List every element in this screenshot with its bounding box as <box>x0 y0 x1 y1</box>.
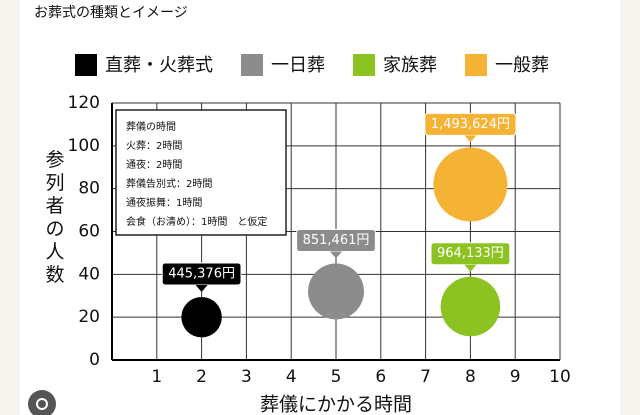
annotation-line: 通夜：2時間 <box>126 158 182 171</box>
y-tick-label: 40 <box>78 264 100 284</box>
x-tick-label: 8 <box>465 367 476 387</box>
y-tick-label: 120 <box>68 93 100 113</box>
callout <box>424 112 517 143</box>
legend-swatch <box>75 54 97 76</box>
callout-pointer <box>464 264 477 272</box>
annotation-box <box>115 109 287 236</box>
legend-swatch <box>353 54 375 76</box>
x-tick-label: 7 <box>420 367 431 387</box>
y-tick-label: 60 <box>78 222 100 242</box>
callout <box>430 242 511 272</box>
legend-label: 一般葬 <box>495 55 549 76</box>
legend-label: 家族葬 <box>383 55 437 76</box>
legend-label: 一日葬 <box>271 55 325 76</box>
bubble <box>433 147 508 222</box>
y-tick-label: 20 <box>78 307 100 327</box>
data-label: 964,133円 <box>437 246 504 261</box>
annotation-line: 通夜振舞：1時間 <box>126 196 202 209</box>
annotation-line: 火葬：2時間 <box>126 140 182 152</box>
x-tick-label: 10 <box>549 367 571 387</box>
callout <box>161 262 242 292</box>
data-label: 851,461円 <box>303 233 370 248</box>
lens-icon-glass <box>36 398 48 410</box>
annotation-line: 葬儀告別式：2時間 <box>126 177 212 190</box>
y-tick-label: 80 <box>78 179 100 199</box>
y-tick-label: 0 <box>89 350 100 370</box>
x-tick-label: 2 <box>196 367 207 387</box>
legend-swatch <box>241 54 263 76</box>
annotation-line: 葬儀の時間 <box>126 120 176 133</box>
callout <box>296 229 376 259</box>
callout-box <box>424 112 517 136</box>
y-axis-label: 参列者の人数 <box>45 149 64 286</box>
x-tick-label: 5 <box>331 367 342 387</box>
data-label: 1,493,624円 <box>431 117 510 132</box>
callout-pointer <box>195 284 208 292</box>
y-tick-label: 100 <box>68 136 100 156</box>
x-tick-label: 1 <box>151 367 162 387</box>
callout-pointer <box>330 251 342 259</box>
x-tick-label: 4 <box>286 367 297 387</box>
legend-label: 直葬・火葬式 <box>105 55 213 76</box>
x-axis-label: 葬儀にかかる時間 <box>260 394 412 415</box>
x-tick-label: 9 <box>510 367 521 387</box>
annotation-line: 会食（お清め）：1時間 と仮定 <box>126 215 267 228</box>
callout-pointer <box>464 135 477 143</box>
x-tick-label: 6 <box>375 367 386 387</box>
bubble <box>308 263 364 320</box>
bubble <box>440 276 501 337</box>
legend-swatch <box>465 54 487 76</box>
lens-icon[interactable] <box>28 390 56 415</box>
chart-title: お葬式の種類とイメージ <box>34 5 188 21</box>
x-tick-label: 3 <box>241 367 252 387</box>
data-label: 445,376円 <box>168 266 235 281</box>
bubble <box>181 296 222 338</box>
